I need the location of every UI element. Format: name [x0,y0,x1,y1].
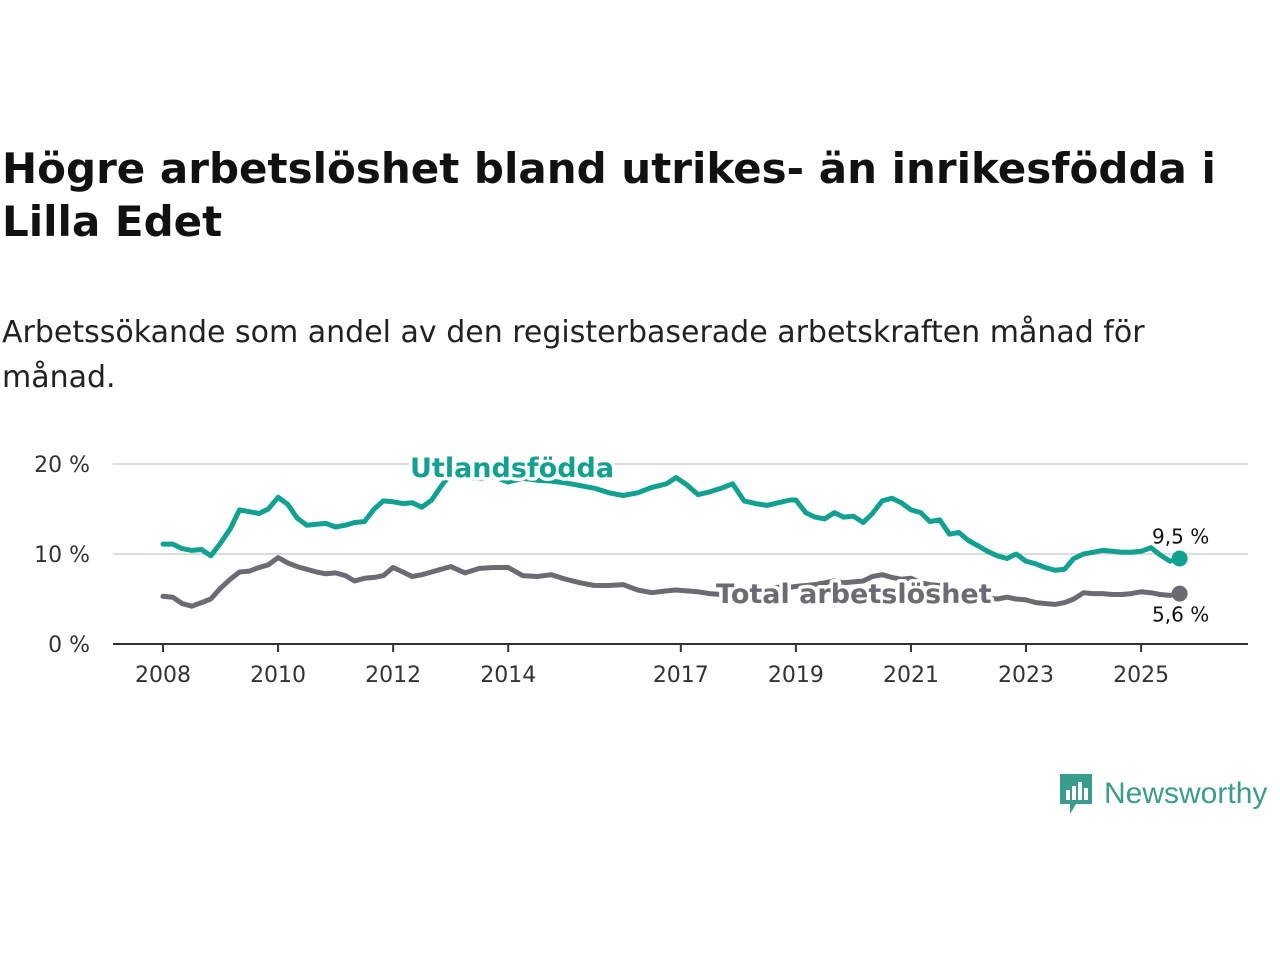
series-lines [160,471,1188,609]
newsworthy-logo: Newsworthy [1058,772,1267,816]
x-tick-label: 2008 [135,663,191,688]
chart-title: Högre arbetslöshet bland utrikes- än inr… [2,144,1216,246]
series-label-total: Total arbetslöshet [716,579,992,610]
series-labels: 9,5 % 5,6 % Utlandsfödda Total arbetslöshet [407,450,1210,627]
brand-name: Newsworthy [1104,777,1268,810]
end-label-total: 5,6 % [1152,603,1209,627]
newsworthy-logo-icon [1060,774,1092,814]
x-tick-label: 2023 [998,663,1054,688]
end-point-utlandsfodda [1171,550,1188,567]
x-tick-label: 2021 [883,663,939,688]
end-label-utlandsfodda: 9,5 % [1152,525,1209,549]
line-chart: 0 % 10 % 20 % 2008 2010 2012 2014 2017 2019 2021 2… [34,450,1248,688]
x-tick-label: 2014 [480,663,536,688]
chart-subtitle: Arbetssökande som andel av den registerb… [2,315,1145,395]
end-point-total [1171,585,1188,602]
series-line-total [160,555,1183,609]
series-label-utlandsfodda: Utlandsfödda [410,453,614,484]
x-tick-label: 2025 [1113,663,1169,688]
series-line-utlandsfodda [160,471,1183,573]
x-tick-label: 2012 [365,663,421,688]
y-tick-label: 10 % [34,543,90,568]
axes: 0 % 10 % 20 % 2008 2010 2012 2014 2017 2019 2021 2… [34,453,1248,688]
y-tick-label: 0 % [48,633,90,658]
gridlines [113,463,1248,555]
x-tick-label: 2010 [250,663,306,688]
y-tick-label: 20 % [34,453,90,478]
x-tick-label: 2019 [768,663,824,688]
x-tick-label: 2017 [653,663,709,688]
